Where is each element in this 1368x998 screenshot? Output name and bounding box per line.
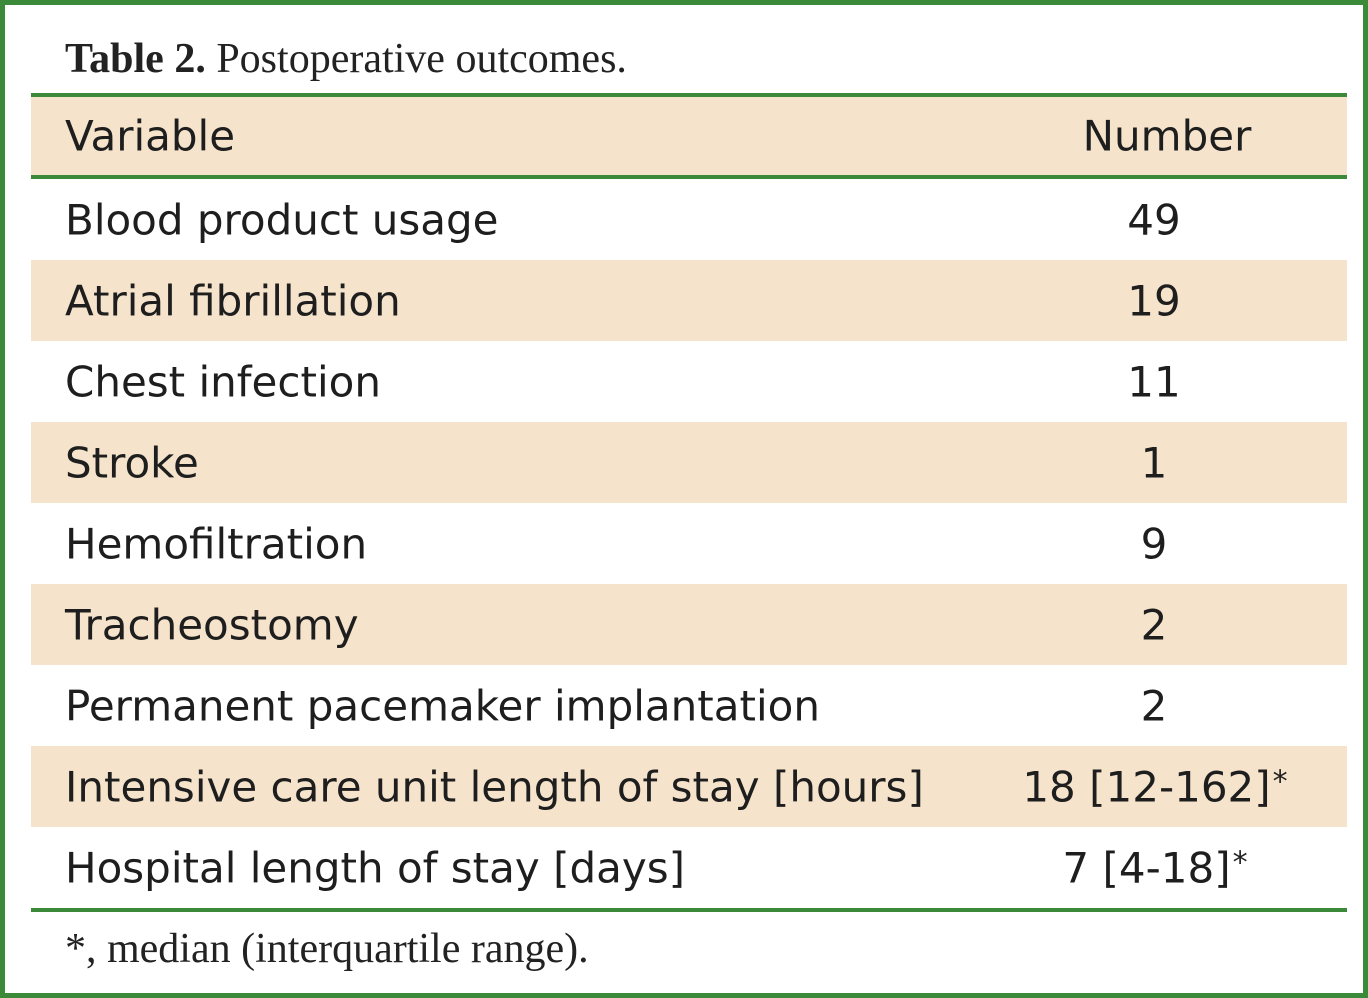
table-row: Blood product usage 49 (31, 179, 1347, 260)
row-variable: Atrial fibrillation (65, 276, 401, 325)
outcomes-table: Variable Number Blood product usage 49 A… (31, 93, 1347, 912)
row-variable: Permanent pacemaker implantation (65, 681, 820, 730)
table-row: Intensive care unit length of stay [hour… (31, 746, 1347, 827)
table-row: Stroke 1 (31, 422, 1347, 503)
row-variable: Hospital length of stay [days] (65, 843, 685, 892)
row-number: 2 (1140, 681, 1168, 730)
row-number: 19 (1127, 276, 1181, 325)
bottom-rule (31, 908, 1347, 912)
table-row: Atrial fibrillation 19 (31, 260, 1347, 341)
table-row: Hemofiltration 9 (31, 503, 1347, 584)
row-variable: Hemofiltration (65, 519, 368, 568)
row-number: 18 [12-162]* (1022, 762, 1288, 811)
header-rule (31, 175, 1347, 179)
table-row: Hospital length of stay [days] 7 [4-18]* (31, 827, 1347, 908)
row-variable: Blood product usage (65, 195, 499, 244)
header-number: Number (1082, 111, 1252, 161)
row-number: 9 (1140, 519, 1168, 568)
caption-text: Postoperative outcomes. (205, 36, 627, 82)
row-number: 2 (1140, 600, 1168, 649)
table-header-row: Variable Number (31, 97, 1347, 175)
row-variable: Stroke (65, 438, 199, 487)
row-number: 7 [4-18]* (1062, 843, 1248, 892)
row-number: 1 (1140, 438, 1168, 487)
row-number: 11 (1127, 357, 1181, 406)
header-variable: Variable (65, 111, 236, 161)
table-footnote: *, median (interquartile range). (65, 926, 589, 972)
row-variable: Chest infection (65, 357, 381, 406)
row-number: 49 (1127, 195, 1181, 244)
row-variable: Intensive care unit length of stay [hour… (65, 762, 924, 811)
table-caption: Table 2. Postoperative outcomes. (65, 35, 627, 83)
table-row: Tracheostomy 2 (31, 584, 1347, 665)
table-row: Chest infection 11 (31, 341, 1347, 422)
row-variable: Tracheostomy (65, 600, 359, 649)
caption-label: Table 2. (65, 36, 206, 82)
table-row: Permanent pacemaker implantation 2 (31, 665, 1347, 746)
top-rule (31, 93, 1347, 97)
